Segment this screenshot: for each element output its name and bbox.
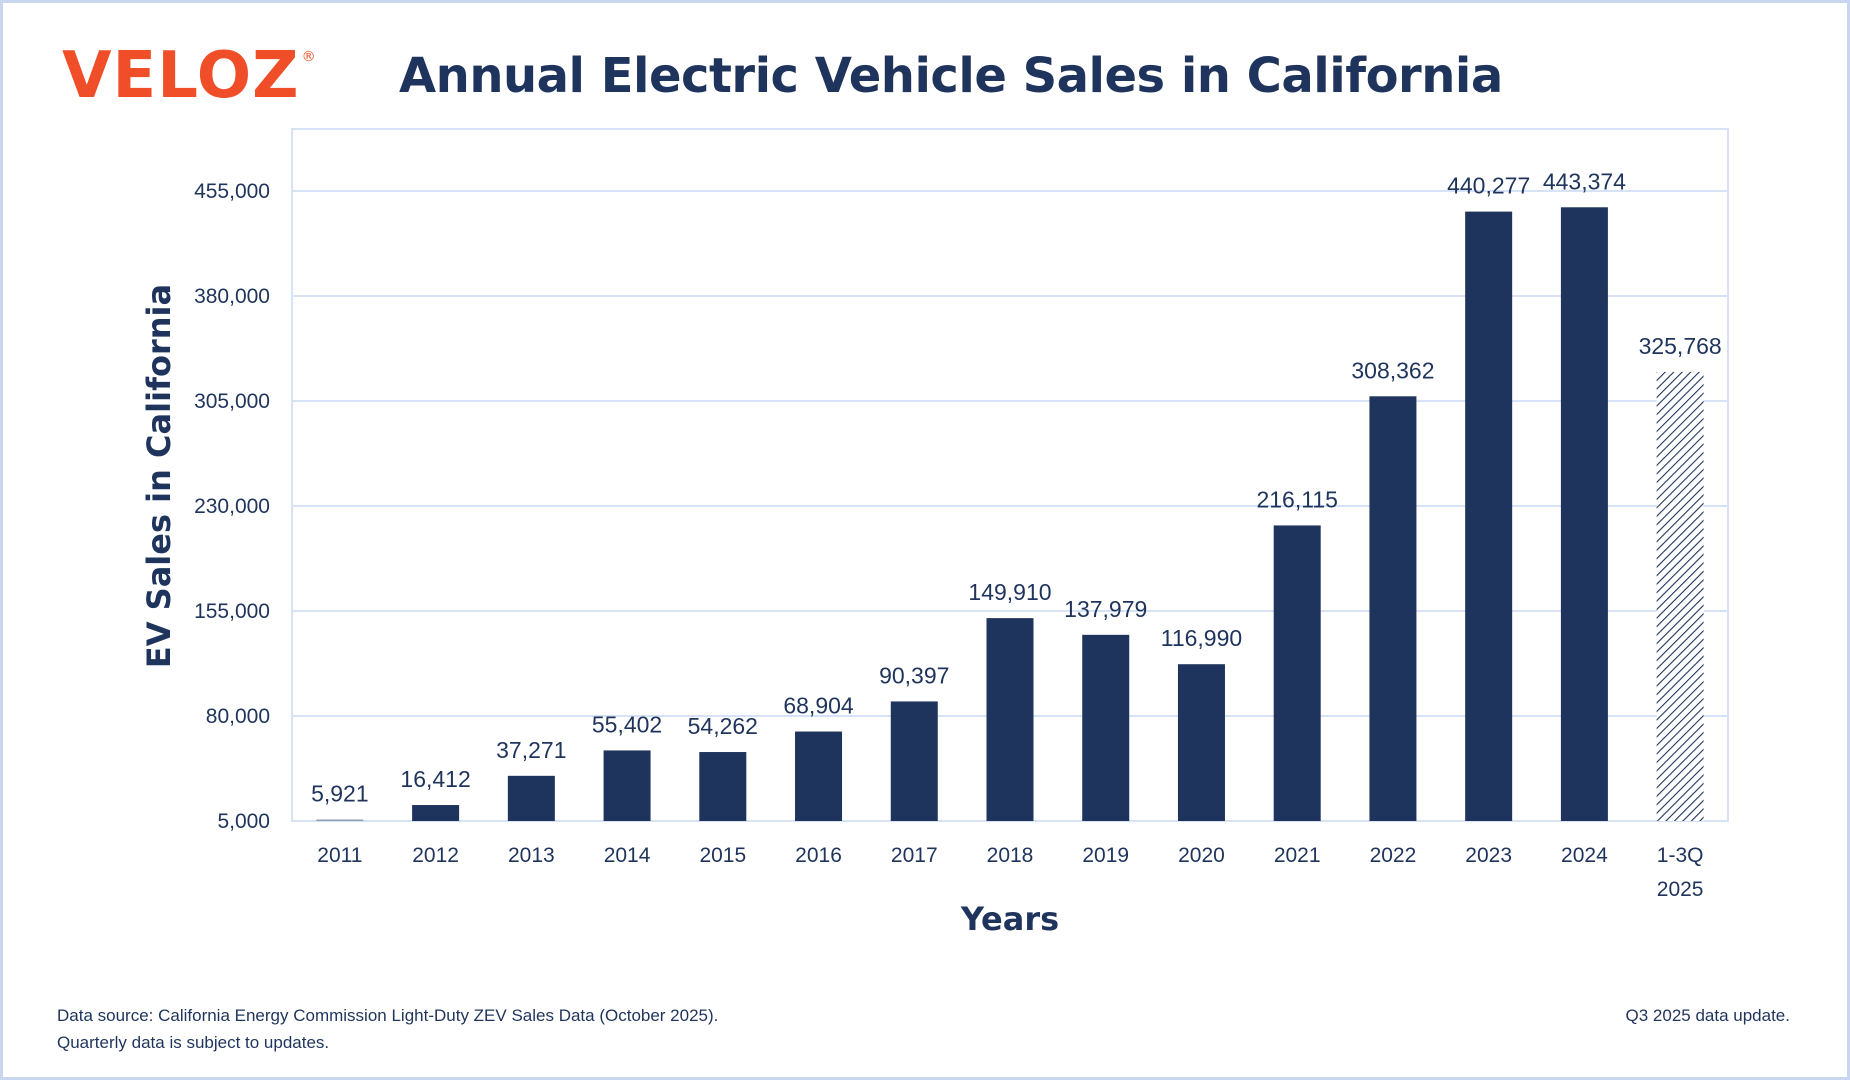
bar	[1560, 207, 1608, 822]
bar	[1465, 211, 1513, 822]
bar	[1273, 525, 1321, 821]
bar-value-label: 37,271	[496, 737, 566, 763]
bar-value-labels: 5,921 16,412 37,271 55,402 54,262 68,904 90,39…	[311, 168, 1722, 806]
bar-value-label: 55,402	[592, 711, 662, 737]
bar-value-label: 68,904	[783, 693, 854, 719]
bar-value-label: 443,374	[1543, 168, 1626, 194]
x-tick-label: 2023	[1465, 844, 1512, 867]
chart-title: Annual Electric Vehicle Sales in Califor…	[399, 48, 1503, 104]
x-tick-label: 2021	[1274, 844, 1321, 867]
bar	[603, 750, 651, 821]
x-tick-label: 2020	[1178, 844, 1225, 867]
y-tick-label: 455,000	[194, 180, 270, 203]
bar-value-label: 116,990	[1161, 625, 1242, 651]
veloz-logo: VELOZ ®	[62, 44, 317, 108]
bar	[1082, 634, 1130, 821]
bars	[316, 207, 1704, 822]
bar	[986, 618, 1034, 821]
y-tick-label: 305,000	[194, 390, 270, 413]
quarterly-update-note: Quarterly data is subject to updates.	[57, 1033, 330, 1052]
y-tick-label: 380,000	[194, 285, 270, 308]
x-tick-label: 2014	[604, 844, 651, 867]
y-axis-ticks: 5,000 80,000 155,000 230,000 305,000 380,000 4…	[194, 180, 270, 833]
bar	[507, 775, 555, 821]
x-tick-label: 2024	[1561, 844, 1608, 867]
y-tick-label: 230,000	[194, 495, 270, 518]
bar-value-label: 16,412	[400, 766, 470, 792]
bar-value-label: 5,921	[311, 781, 369, 807]
x-tick-label: 2019	[1082, 844, 1129, 867]
x-tick-label: 2011	[317, 844, 362, 867]
bar-value-label: 440,277	[1447, 173, 1530, 199]
x-tick-label: 2012	[412, 844, 459, 867]
x-tick-label: 2016	[795, 844, 842, 867]
bar	[316, 819, 364, 821]
y-tick-label: 155,000	[194, 600, 270, 623]
data-source-note: Data source: California Energy Commissio…	[57, 1006, 719, 1025]
update-note: Q3 2025 data update.	[1625, 1006, 1790, 1025]
registered-mark: ®	[301, 49, 317, 65]
x-tick-label: 2015	[699, 844, 746, 867]
bar	[890, 701, 938, 821]
bar-value-label: 54,262	[688, 713, 758, 739]
x-tick-label: 2018	[987, 844, 1034, 867]
x-tick-label: 2022	[1370, 844, 1417, 867]
bar-value-label: 308,362	[1351, 357, 1434, 383]
bar-value-label: 90,397	[879, 662, 949, 688]
bar-value-label: 325,768	[1639, 333, 1722, 359]
bar	[699, 752, 747, 821]
x-axis-ticks: 2011 2012 2013 2014 2015 2016 2017 2018 2019 2020…	[317, 844, 1703, 901]
x-tick-label: 2017	[891, 844, 938, 867]
y-tick-label: 5,000	[217, 810, 270, 833]
y-axis-title: EV Sales in California	[140, 284, 178, 668]
bar	[795, 731, 843, 821]
x-tick-label: 1-3Q 2025	[1657, 844, 1704, 901]
bar	[1369, 396, 1417, 821]
bar	[1177, 664, 1225, 821]
x-axis-title: Years	[960, 900, 1059, 938]
logo-text: VELOZ	[62, 39, 300, 113]
x-tick-label: 2013	[508, 844, 555, 867]
bar-value-label: 149,910	[968, 579, 1051, 605]
y-tick-label: 80,000	[206, 705, 270, 728]
bar	[412, 805, 460, 821]
bar-partial-year	[1656, 371, 1704, 821]
bar-value-label: 216,115	[1256, 486, 1337, 512]
bar-value-label: 137,979	[1064, 596, 1147, 622]
